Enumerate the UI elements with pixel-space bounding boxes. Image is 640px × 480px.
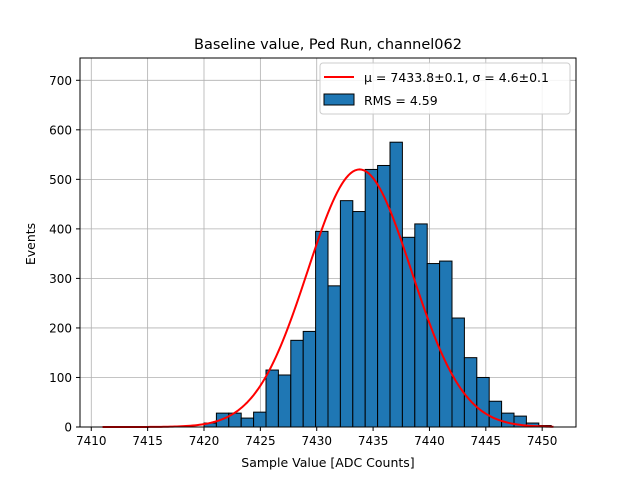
histogram-bar xyxy=(463,357,478,428)
legend-box xyxy=(319,62,571,115)
y-tick-label: 200 xyxy=(49,321,72,335)
histogram-bar xyxy=(488,400,503,428)
histogram-bar xyxy=(389,141,403,428)
fit-curve xyxy=(102,168,554,428)
histogram-bar xyxy=(364,168,379,428)
x-tick-label: 7420 xyxy=(189,434,220,448)
histogram-bar xyxy=(501,412,515,428)
chart-title: Baseline value, Ped Run, channel062 xyxy=(194,37,462,53)
legend-hist-swatch xyxy=(323,93,355,106)
y-tick-label: 0 xyxy=(64,421,72,435)
histogram-bar xyxy=(253,411,267,428)
y-tick-label: 400 xyxy=(49,222,72,236)
plot-frame xyxy=(79,57,577,428)
x-tick-label: 7425 xyxy=(245,434,276,448)
histogram-bar xyxy=(339,200,354,428)
plot-area: 7410 7415 7420 7425 7430 7435 7440 7445 7450 0 100… xyxy=(49,57,577,448)
x-tick-label: 7415 xyxy=(132,434,163,448)
legend-hist-label: RMS = 4.59 xyxy=(364,93,438,108)
y-tick-label: 600 xyxy=(49,123,72,137)
legend-fit-label: μ = 7433.8±0.1, σ = 4.6±0.1 xyxy=(364,70,549,85)
histogram-bar xyxy=(476,376,490,428)
histogram-bar xyxy=(352,211,366,428)
histogram-bar xyxy=(240,417,255,428)
y-tick-label: 700 xyxy=(49,74,72,88)
histogram-bar xyxy=(439,260,453,428)
x-tick-label: 7435 xyxy=(358,434,389,448)
histogram-bar xyxy=(265,369,279,428)
histogram-bar xyxy=(327,285,341,428)
histogram-bar xyxy=(414,223,428,428)
histogram-bar xyxy=(401,236,416,428)
y-axis-label: Events xyxy=(23,223,38,265)
histogram-bar xyxy=(290,339,304,428)
x-tick-label: 7410 xyxy=(76,434,107,448)
histogram-bar xyxy=(451,317,465,428)
histogram-bar xyxy=(277,374,292,428)
x-tick-label: 7430 xyxy=(301,434,332,448)
histogram-bar xyxy=(315,230,329,428)
y-tick-label: 100 xyxy=(49,371,72,385)
x-axis-label: Sample Value [ADC Counts] xyxy=(241,455,414,470)
y-tick-label: 500 xyxy=(49,173,72,187)
x-tick-label: 7450 xyxy=(527,434,558,448)
x-tick-label: 7445 xyxy=(471,434,502,448)
y-tick-label: 300 xyxy=(49,272,72,286)
x-tick-label: 7440 xyxy=(414,434,445,448)
histogram-bar xyxy=(302,330,317,428)
legend: μ = 7433.8±0.1, σ = 4.6±0.1 RMS = 4.59 xyxy=(319,62,571,115)
